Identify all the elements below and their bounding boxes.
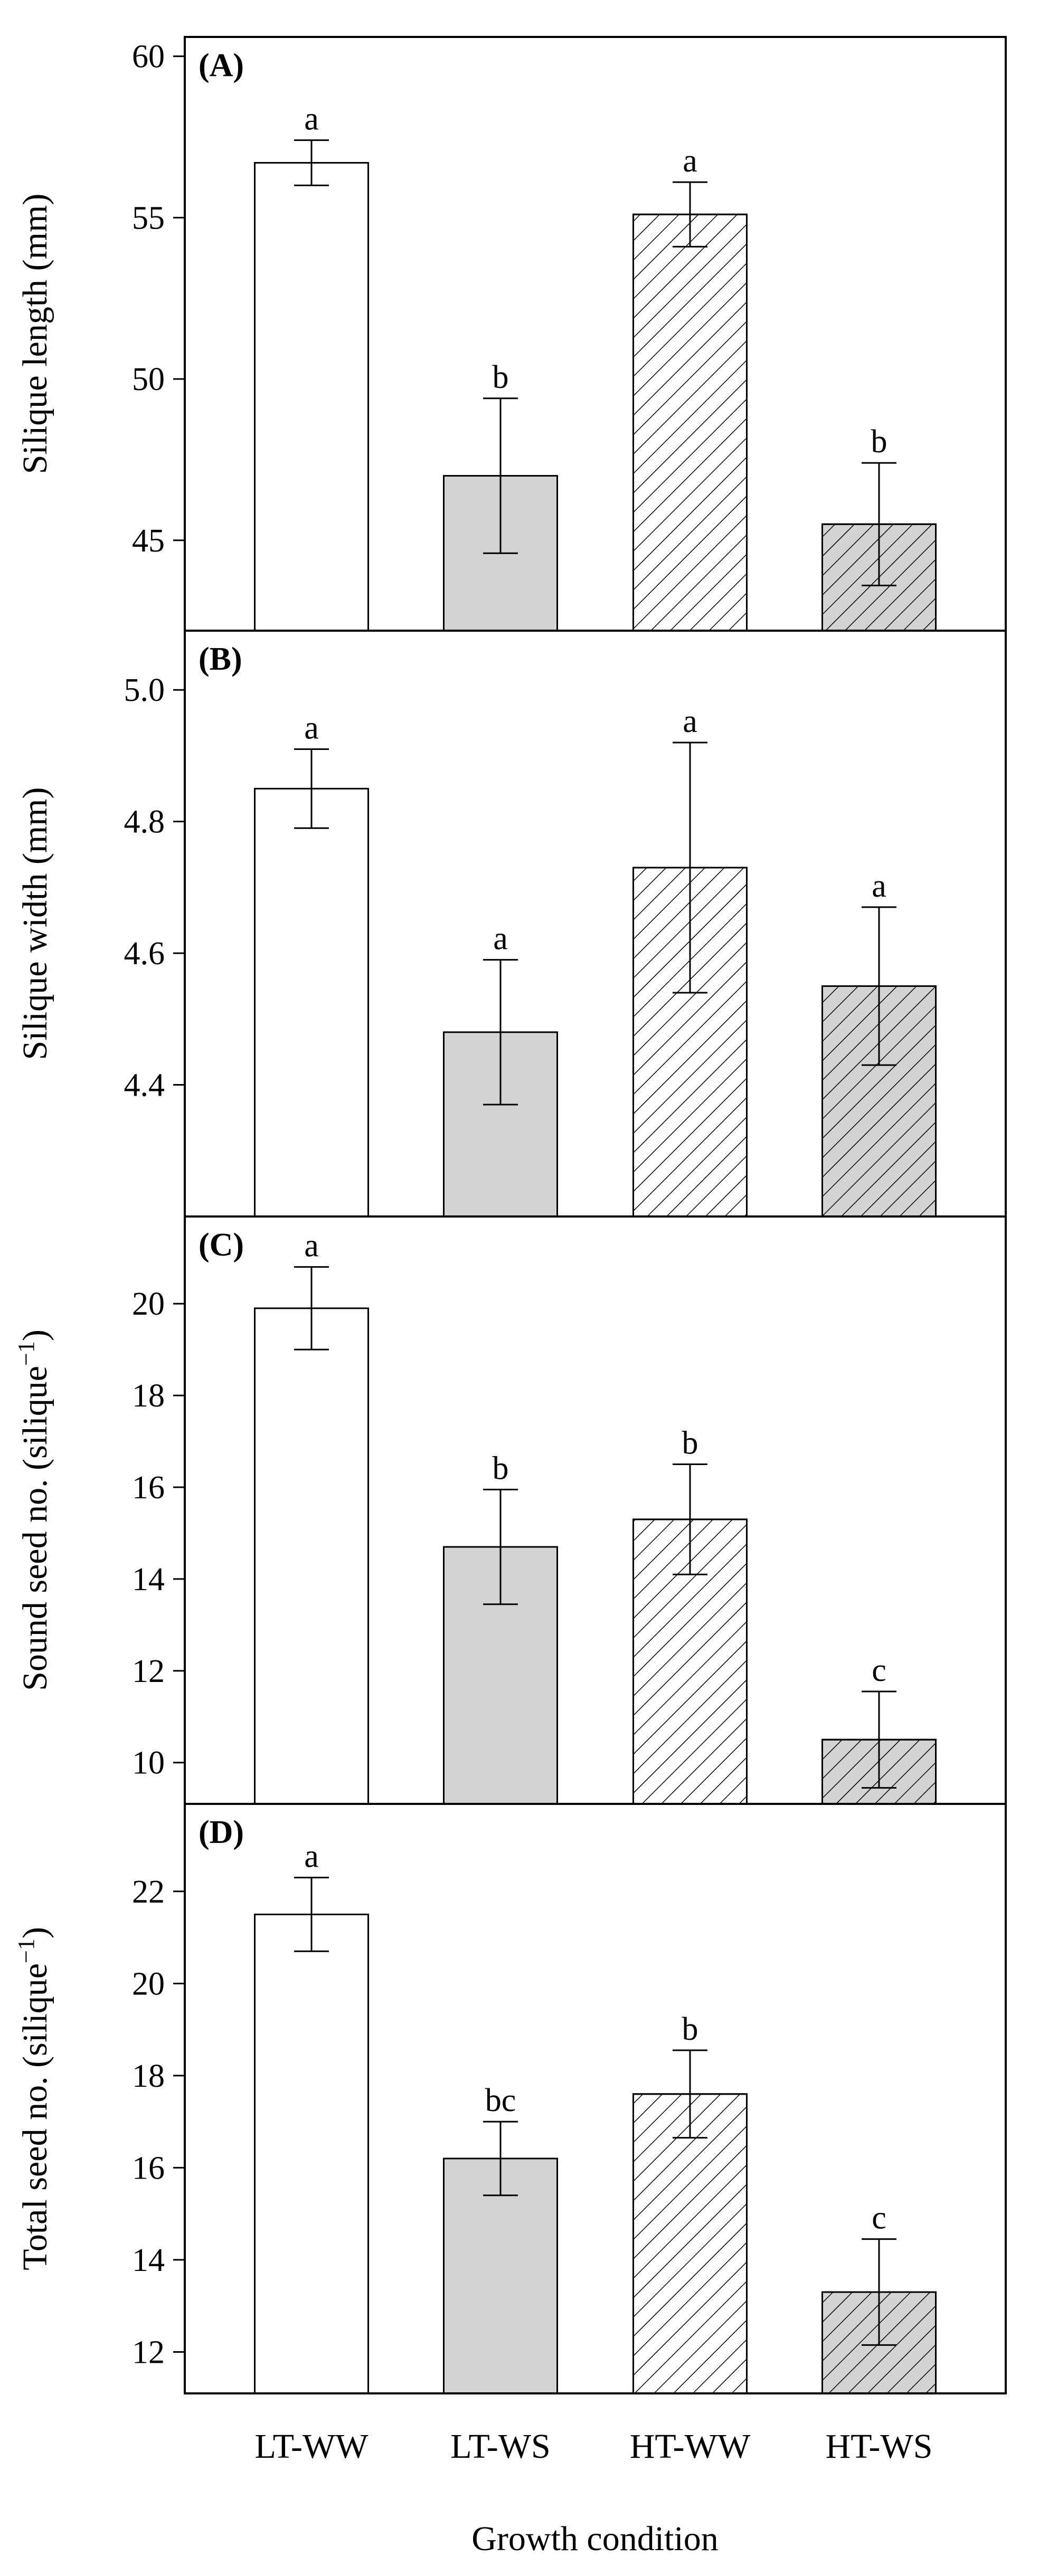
y-tick-label: 55 — [132, 200, 165, 236]
y-axis-title-text: Sound seed no. (silique — [16, 1366, 54, 1691]
y-tick-label: 18 — [132, 2058, 165, 2094]
panel-1: a b a b 45 50 55 60 (A) Silique length (mm) — [16, 36, 1007, 632]
y-axis-title-superscript: −1 — [13, 1938, 39, 1963]
bar-hatch — [632, 2093, 748, 2394]
error-bar — [862, 2238, 896, 2346]
bar — [254, 1307, 369, 1805]
error-bar — [862, 906, 896, 1066]
x-category-label: LT-WS — [450, 2427, 551, 2466]
y-axis-title: Silique width (mm) — [16, 787, 54, 1060]
significance-letter: a — [872, 868, 886, 904]
y-axis-title: Sound seed no. (silique−1) — [13, 1329, 54, 1691]
bar-hatch — [632, 213, 748, 632]
bar — [443, 2157, 558, 2394]
y-axis-title-tail: ) — [16, 1329, 54, 1341]
plot-frame — [184, 1803, 1007, 2394]
significance-letter: a — [304, 1839, 319, 1875]
y-axis-title-tail: ) — [16, 1927, 54, 1938]
error-bar — [294, 748, 329, 829]
panel-label: (B) — [199, 641, 242, 677]
error-bar — [673, 2049, 707, 2139]
significance-letter: b — [493, 359, 509, 395]
y-tick-label: 12 — [132, 1653, 165, 1689]
x-category-label: HT-WW — [630, 2427, 751, 2466]
error-bar — [483, 2121, 518, 2197]
error-bar — [483, 397, 518, 554]
error-bar — [294, 139, 329, 186]
y-tick-label: 14 — [132, 1562, 165, 1598]
error-bar — [862, 1690, 896, 1789]
panel-label: (A) — [199, 47, 244, 83]
y-tick-label: 5.0 — [124, 672, 165, 708]
error-bar — [673, 1463, 707, 1575]
y-axis-title-text: Silique width (mm) — [16, 787, 54, 1060]
bar — [254, 161, 369, 632]
y-tick-label: 16 — [132, 1470, 165, 1506]
y-tick-label: 45 — [132, 523, 165, 559]
y-axis-title-superscript: −1 — [13, 1341, 39, 1366]
y-axis-title: Silique length (mm) — [16, 194, 54, 474]
y-tick-label: 12 — [132, 2334, 165, 2370]
panel-label: (C) — [199, 1227, 244, 1263]
significance-letter: a — [683, 143, 697, 179]
bar — [254, 1913, 369, 2394]
significance-letter: c — [872, 1652, 886, 1688]
x-axis-category-labels: LT-WW LT-WS HT-WW HT-WS — [254, 2427, 932, 2466]
y-tick-label: 50 — [132, 362, 165, 397]
y-tick-label: 20 — [132, 1286, 165, 1322]
y-axis-title-text: Total seed no. (silique — [16, 1963, 54, 2270]
y-axis-title-text: Silique length (mm) — [16, 194, 54, 474]
significance-letter: c — [872, 2200, 886, 2236]
y-tick-label: 4.6 — [124, 936, 165, 972]
significance-letter: b — [682, 2011, 698, 2047]
y-tick-label: 16 — [132, 2150, 165, 2186]
panel-label: (D) — [199, 1814, 244, 1850]
x-axis-title: Growth condition — [471, 2520, 718, 2558]
panel-3: a b b c 10 12 14 16 18 20 (C) Sound seed no. (siliq… — [13, 1215, 1007, 1805]
y-tick-label: 4.8 — [124, 804, 165, 840]
x-category-label: HT-WS — [826, 2427, 933, 2466]
x-category-label: LT-WW — [254, 2427, 369, 2466]
significance-letter: a — [304, 101, 319, 137]
significance-letter: a — [683, 704, 697, 739]
y-tick-label: 14 — [132, 2242, 165, 2278]
panels-group: a b a b 45 50 55 60 (A) Silique length (mm) a a a a 4.… — [13, 36, 1007, 2394]
error-bar — [483, 959, 518, 1106]
significance-letter: a — [304, 1228, 319, 1264]
panel-2: a a a a 4.4 4.6 4.8 5.0 (B) Silique width (mm) — [16, 630, 1007, 1218]
error-bar — [294, 1266, 329, 1351]
error-bar — [673, 181, 707, 248]
y-tick-label: 22 — [132, 1874, 165, 1910]
y-tick-label: 18 — [132, 1378, 165, 1414]
y-tick-label: 60 — [132, 39, 165, 75]
y-tick-label: 4.4 — [124, 1068, 165, 1104]
significance-letter: a — [304, 710, 319, 746]
error-bar — [294, 1877, 329, 1952]
significance-letter: b — [871, 424, 887, 460]
y-tick-label: 20 — [132, 1966, 165, 2002]
error-bar — [483, 1488, 518, 1605]
bar — [254, 787, 369, 1218]
error-bar — [673, 742, 707, 994]
significance-letter: a — [493, 921, 508, 957]
y-axis-title: Total seed no. (silique−1) — [13, 1927, 54, 2270]
significance-letter: b — [493, 1450, 509, 1486]
y-tick-label: 10 — [132, 1745, 165, 1781]
significance-letter: b — [682, 1425, 698, 1461]
significance-letter: bc — [485, 2083, 516, 2118]
error-bar — [862, 462, 896, 586]
